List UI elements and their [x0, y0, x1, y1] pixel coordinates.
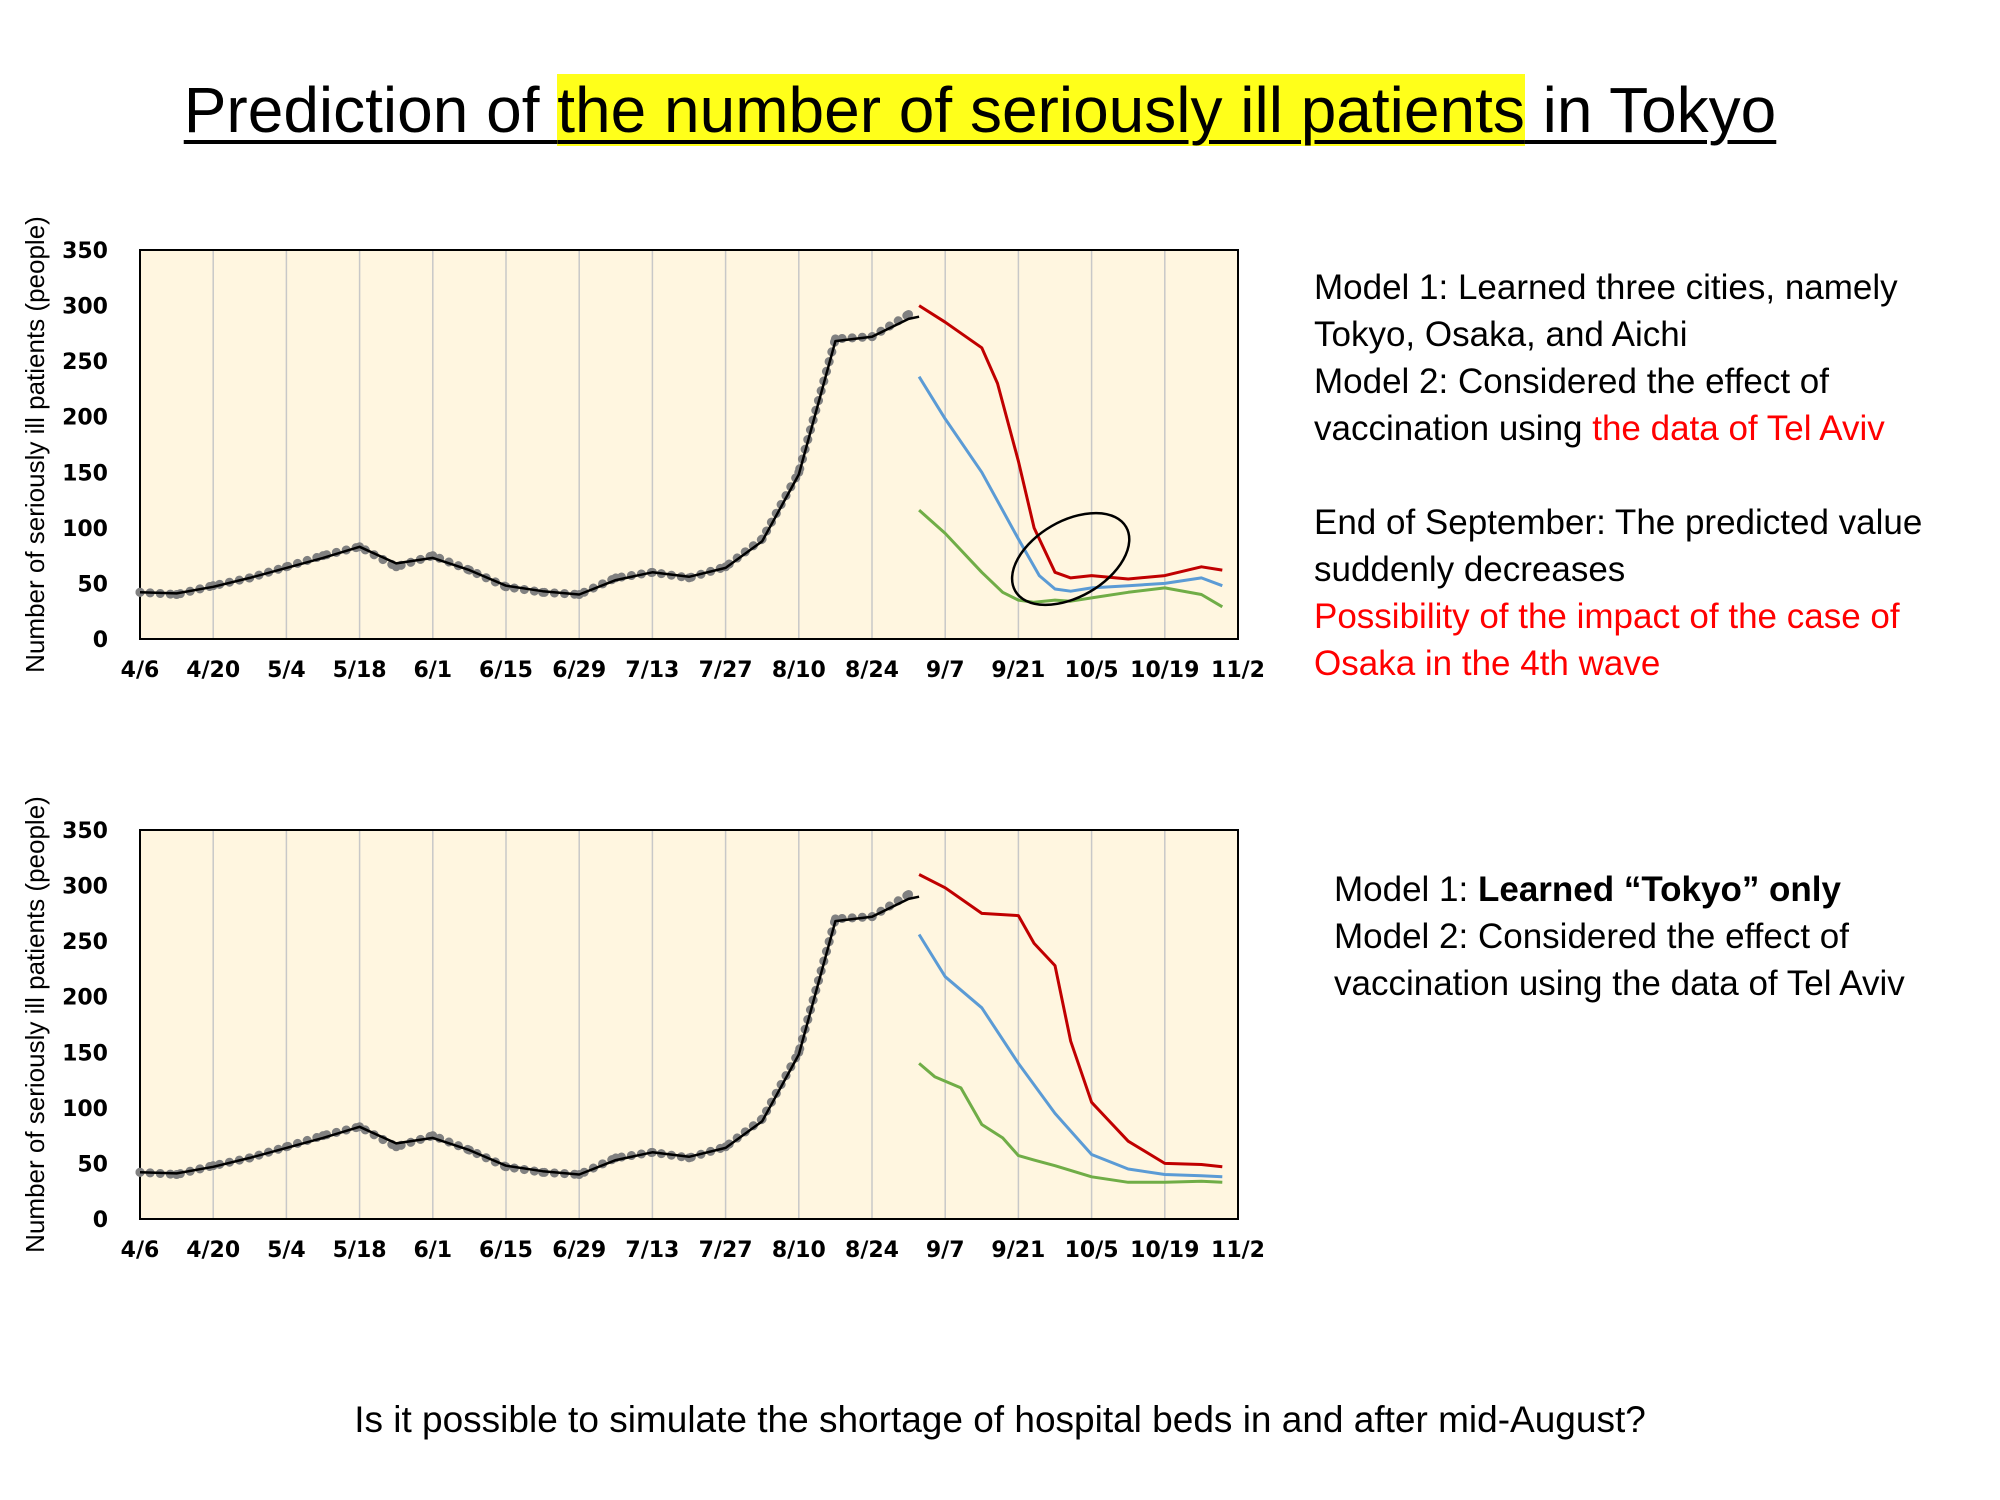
- note-top: Model 1: Learned three cities, namely To…: [1314, 264, 1994, 687]
- x-tick-label: 9/7: [926, 658, 965, 683]
- x-tick-label: 6/29: [552, 658, 606, 683]
- x-tick-label: 8/10: [772, 658, 826, 683]
- note-bottom-model2: Model 2: Considered the effect of vaccin…: [1334, 917, 1905, 1003]
- footer-question: Is it possible to simulate the shortage …: [354, 1399, 1646, 1440]
- y-tick-label: 100: [62, 1097, 108, 1122]
- x-tick-label: 8/24: [845, 1238, 899, 1263]
- observed-point: [904, 889, 914, 899]
- x-tick-label: 7/27: [699, 658, 753, 683]
- x-tick-label: 7/13: [625, 658, 679, 683]
- y-tick-label: 200: [62, 406, 108, 431]
- x-tick-label: 8/10: [772, 1238, 826, 1263]
- plot-frame: [139, 249, 1239, 640]
- note-bottom-model1-bold: Learned “Tokyo” only: [1477, 870, 1841, 909]
- series-red: [918, 873, 1223, 1169]
- y-axis-label: Number of seriously ill patients (people…: [20, 796, 50, 1253]
- y-tick-label: 0: [93, 628, 108, 653]
- x-tick-label: 5/18: [333, 658, 387, 683]
- x-tick-label: 7/27: [699, 1238, 753, 1263]
- series-fit: [139, 895, 920, 1176]
- x-tick-label: 6/15: [479, 1238, 533, 1263]
- note-top-model2-text: Model 2: Considered the effect of vaccin…: [1314, 362, 1829, 448]
- series-fit: [139, 315, 920, 596]
- plot-frame: [139, 829, 1239, 1220]
- note-top-model2-red: the data of Tel Aviv: [1592, 409, 1885, 448]
- note-top-spacer: [1314, 452, 1994, 499]
- x-tick-label: 5/18: [333, 1238, 387, 1263]
- x-tick-label: 6/1: [413, 1238, 452, 1263]
- chart-top: 4/6 4/20 5/4 5/18 6/1 6/15 6/29 7/13 7/27 8/10 8/2…: [20, 216, 1265, 683]
- note-top-osaka: Possibility of the impact of the case of…: [1314, 597, 1900, 683]
- y-tick-label: 350: [62, 239, 108, 264]
- x-tick-label: 4/6: [121, 1238, 160, 1263]
- x-tick-label: 6/29: [552, 1238, 606, 1263]
- y-tick-label: 300: [62, 875, 108, 900]
- chart-bottom: 4/6 4/20 5/4 5/18 6/1 6/15 6/29 7/13 7/27 8/10 8/2…: [20, 796, 1265, 1263]
- x-tick-label: 9/7: [926, 1238, 965, 1263]
- y-tick-label: 150: [62, 1041, 108, 1066]
- note-bottom-model1: Model 1: Learned “Tokyo” only: [1334, 866, 1994, 913]
- x-tick-label: 6/15: [479, 658, 533, 683]
- x-tick-label: 10/5: [1065, 658, 1119, 683]
- x-tick-label: 9/21: [991, 1238, 1045, 1263]
- series-red: [918, 304, 1223, 581]
- x-tick-label: 4/6: [121, 658, 160, 683]
- x-tick-label: 8/24: [845, 658, 899, 683]
- observed-point: [391, 562, 401, 572]
- series-blue: [917, 933, 1223, 1179]
- x-tick-label: 5/4: [267, 1238, 306, 1263]
- note-bottom: Model 1: Learned “Tokyo” only Model 2: C…: [1334, 866, 1994, 1007]
- y-tick-label: 200: [62, 986, 108, 1011]
- series-green: [918, 1062, 1223, 1184]
- x-tick-label: 10/5: [1065, 1238, 1119, 1263]
- y-tick-label: 100: [62, 517, 108, 542]
- x-tick-label: 4/20: [186, 1238, 240, 1263]
- observed-point: [904, 309, 914, 319]
- annotation-ellipse: [1010, 511, 1131, 607]
- x-tick-label: 10/19: [1130, 658, 1199, 683]
- x-tick-label: 4/20: [186, 658, 240, 683]
- title-pre: Prediction of: [183, 74, 558, 146]
- y-tick-label: 50: [77, 572, 108, 597]
- y-tick-label: 150: [62, 461, 108, 486]
- series-blue: [917, 375, 1223, 593]
- x-tick-label: 10/19: [1130, 1238, 1199, 1263]
- title-highlight: the number of seriously ill patients: [557, 74, 1525, 146]
- y-tick-label: 250: [62, 930, 108, 955]
- note-top-model1: Model 1: Learned three cities, namely To…: [1314, 268, 1898, 354]
- x-tick-label: 6/1: [413, 658, 452, 683]
- y-tick-label: 0: [93, 1208, 108, 1233]
- y-tick-label: 50: [77, 1152, 108, 1177]
- page-title: Prediction of the number of seriously il…: [0, 70, 1960, 150]
- note-bottom-model1-pre: Model 1:: [1334, 870, 1478, 909]
- y-tick-label: 300: [62, 295, 108, 320]
- y-axis-label: Number of seriously ill patients (people…: [20, 216, 50, 673]
- note-top-model2: Model 2: Considered the effect of vaccin…: [1314, 358, 1994, 452]
- note-top-september: End of September: The predicted value su…: [1314, 503, 1923, 589]
- x-tick-label: 11/2: [1211, 658, 1265, 683]
- series-green: [918, 508, 1224, 609]
- x-tick-label: 11/2: [1211, 1238, 1265, 1263]
- x-tick-label: 7/13: [625, 1238, 679, 1263]
- x-tick-label: 9/21: [991, 658, 1045, 683]
- x-tick-label: 5/4: [267, 658, 306, 683]
- y-tick-label: 250: [62, 350, 108, 375]
- title-post: in Tokyo: [1524, 74, 1777, 146]
- observed-point: [391, 1142, 401, 1152]
- y-tick-label: 350: [62, 819, 108, 844]
